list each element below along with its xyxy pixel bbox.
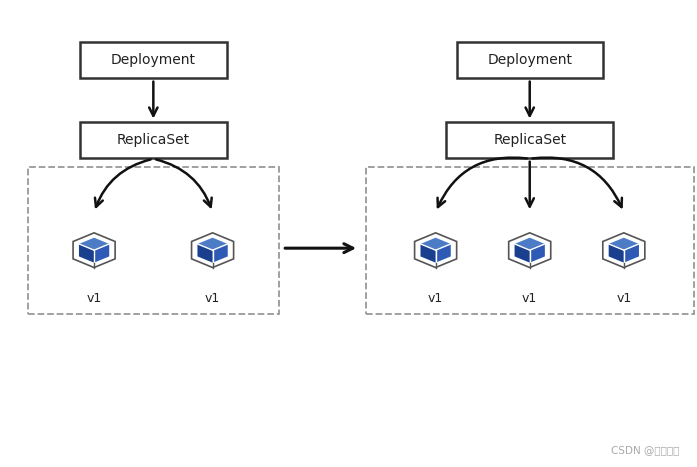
Text: v1: v1 <box>205 292 220 305</box>
FancyBboxPatch shape <box>446 122 613 158</box>
Polygon shape <box>420 238 451 250</box>
Polygon shape <box>73 233 115 268</box>
Text: ReplicaSet: ReplicaSet <box>117 133 190 147</box>
Text: Deployment: Deployment <box>111 53 196 67</box>
Text: v1: v1 <box>428 292 443 305</box>
Text: CSDN @管理大亨: CSDN @管理大亨 <box>611 445 680 455</box>
Polygon shape <box>624 244 639 262</box>
Polygon shape <box>79 238 109 250</box>
FancyBboxPatch shape <box>80 42 227 78</box>
Polygon shape <box>420 244 436 262</box>
Text: ReplicaSet: ReplicaSet <box>493 133 566 147</box>
Polygon shape <box>79 244 94 262</box>
Text: Deployment: Deployment <box>487 53 572 67</box>
Polygon shape <box>608 238 639 250</box>
Polygon shape <box>94 244 109 262</box>
FancyBboxPatch shape <box>457 42 603 78</box>
Polygon shape <box>197 238 228 250</box>
Text: v1: v1 <box>616 292 631 305</box>
Polygon shape <box>436 244 451 262</box>
Polygon shape <box>530 244 545 262</box>
Polygon shape <box>415 233 457 268</box>
Polygon shape <box>608 244 624 262</box>
Polygon shape <box>514 244 530 262</box>
Bar <box>28 167 279 313</box>
Polygon shape <box>192 233 233 268</box>
Polygon shape <box>514 238 545 250</box>
Polygon shape <box>603 233 645 268</box>
FancyBboxPatch shape <box>80 122 227 158</box>
Polygon shape <box>197 244 213 262</box>
Text: v1: v1 <box>522 292 537 305</box>
Polygon shape <box>509 233 551 268</box>
Bar <box>366 167 694 313</box>
Text: v1: v1 <box>86 292 102 305</box>
Polygon shape <box>213 244 228 262</box>
